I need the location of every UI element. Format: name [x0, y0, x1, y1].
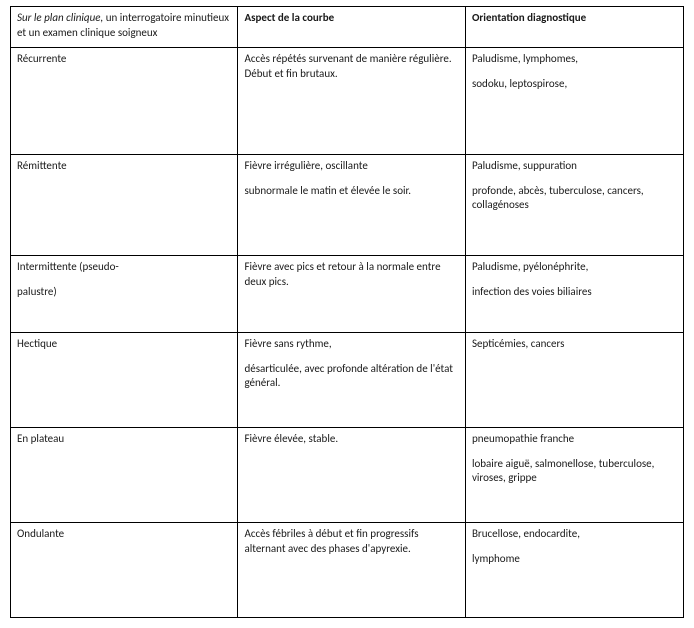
table-row: Ondulante Accès fébriles à début et fin … — [11, 522, 684, 617]
cell-type: Rémittente — [11, 154, 238, 255]
cell-aspect: Fièvre irrégulière, oscillante subnormal… — [238, 154, 465, 255]
diag-text: Septicémies, cancers — [472, 337, 677, 352]
table-row: Rémittente Fièvre irrégulière, oscillant… — [11, 154, 684, 255]
aspect-text: Fièvre élevée, stable. — [244, 432, 458, 447]
aspect-text-1: Fièvre irrégulière, oscillante — [244, 159, 458, 174]
cell-aspect: Fièvre avec pics et retour à la normale … — [238, 255, 465, 332]
diag-text-1: Brucellose, endocardite, — [472, 527, 677, 542]
aspect-text-2: subnormale le matin et élevée le soir. — [244, 184, 458, 199]
header-clinical-italic: Sur le plan clinique, — [17, 11, 103, 24]
diag-text-1: Paludisme, suppuration — [472, 159, 677, 174]
cell-diagnostic: Paludisme, pyélonéphrite, infection des … — [465, 255, 683, 332]
type-label-2: palustre) — [17, 285, 231, 300]
diag-text-1: pneumopathie franche — [472, 432, 677, 447]
diag-text-2: lobaire aiguë, salmonellose, tuberculose… — [472, 457, 677, 487]
header-aspect: Aspect de la courbe — [238, 7, 465, 48]
table-row: Hectique Fièvre sans rythme, désarticulé… — [11, 332, 684, 427]
aspect-text-2: désarticulée, avec profonde altération d… — [244, 362, 458, 392]
diag-text-1: Paludisme, pyélonéphrite, — [472, 260, 677, 275]
table-row: Récurrente Accès répétés survenant de ma… — [11, 47, 684, 154]
table-header-row: Sur le plan clinique, un interrogatoire … — [11, 7, 684, 48]
cell-aspect: Fièvre élevée, stable. — [238, 427, 465, 522]
document-page: Sur le plan clinique, un interrogatoire … — [0, 0, 694, 628]
aspect-text: Fièvre avec pics et retour à la normale … — [244, 260, 458, 290]
type-label: Hectique — [17, 337, 231, 352]
diag-text-2: profonde, abcès, tuberculose, cancers, c… — [472, 184, 677, 214]
aspect-text-1: Fièvre sans rythme, — [244, 337, 458, 352]
table-row: Intermittente (pseudo- palustre) Fièvre … — [11, 255, 684, 332]
aspect-text: Accès répétés survenant de manière régul… — [244, 52, 458, 82]
fever-types-table: Sur le plan clinique, un interrogatoire … — [10, 6, 684, 618]
header-clinical: Sur le plan clinique, un interrogatoire … — [11, 7, 238, 48]
table-row: En plateau Fièvre élevée, stable. pneumo… — [11, 427, 684, 522]
cell-diagnostic: Brucellose, endocardite, lymphome — [465, 522, 683, 617]
cell-type: Intermittente (pseudo- palustre) — [11, 255, 238, 332]
type-label: Rémittente — [17, 159, 231, 174]
cell-aspect: Accès fébriles à début et fin progressif… — [238, 522, 465, 617]
cell-aspect: Fièvre sans rythme, désarticulée, avec p… — [238, 332, 465, 427]
cell-type: En plateau — [11, 427, 238, 522]
type-label: Récurrente — [17, 52, 231, 67]
diag-text-2: lymphome — [472, 552, 677, 567]
cell-diagnostic: pneumopathie franche lobaire aiguë, salm… — [465, 427, 683, 522]
cell-diagnostic: Septicémies, cancers — [465, 332, 683, 427]
type-label: En plateau — [17, 432, 231, 447]
diag-text-2: sodoku, leptospirose, — [472, 77, 677, 92]
cell-type: Hectique — [11, 332, 238, 427]
cell-diagnostic: Paludisme, lymphomes, sodoku, leptospiro… — [465, 47, 683, 154]
type-label: Ondulante — [17, 527, 231, 542]
header-diagnostic: Orientation diagnostique — [465, 7, 683, 48]
cell-type: Ondulante — [11, 522, 238, 617]
type-label-1: Intermittente (pseudo- — [17, 260, 231, 275]
cell-diagnostic: Paludisme, suppuration profonde, abcès, … — [465, 154, 683, 255]
cell-type: Récurrente — [11, 47, 238, 154]
diag-text-2: infection des voies biliaires — [472, 285, 677, 300]
diag-text-1: Paludisme, lymphomes, — [472, 52, 677, 67]
cell-aspect: Accès répétés survenant de manière régul… — [238, 47, 465, 154]
aspect-text: Accès fébriles à début et fin progressif… — [244, 527, 458, 557]
